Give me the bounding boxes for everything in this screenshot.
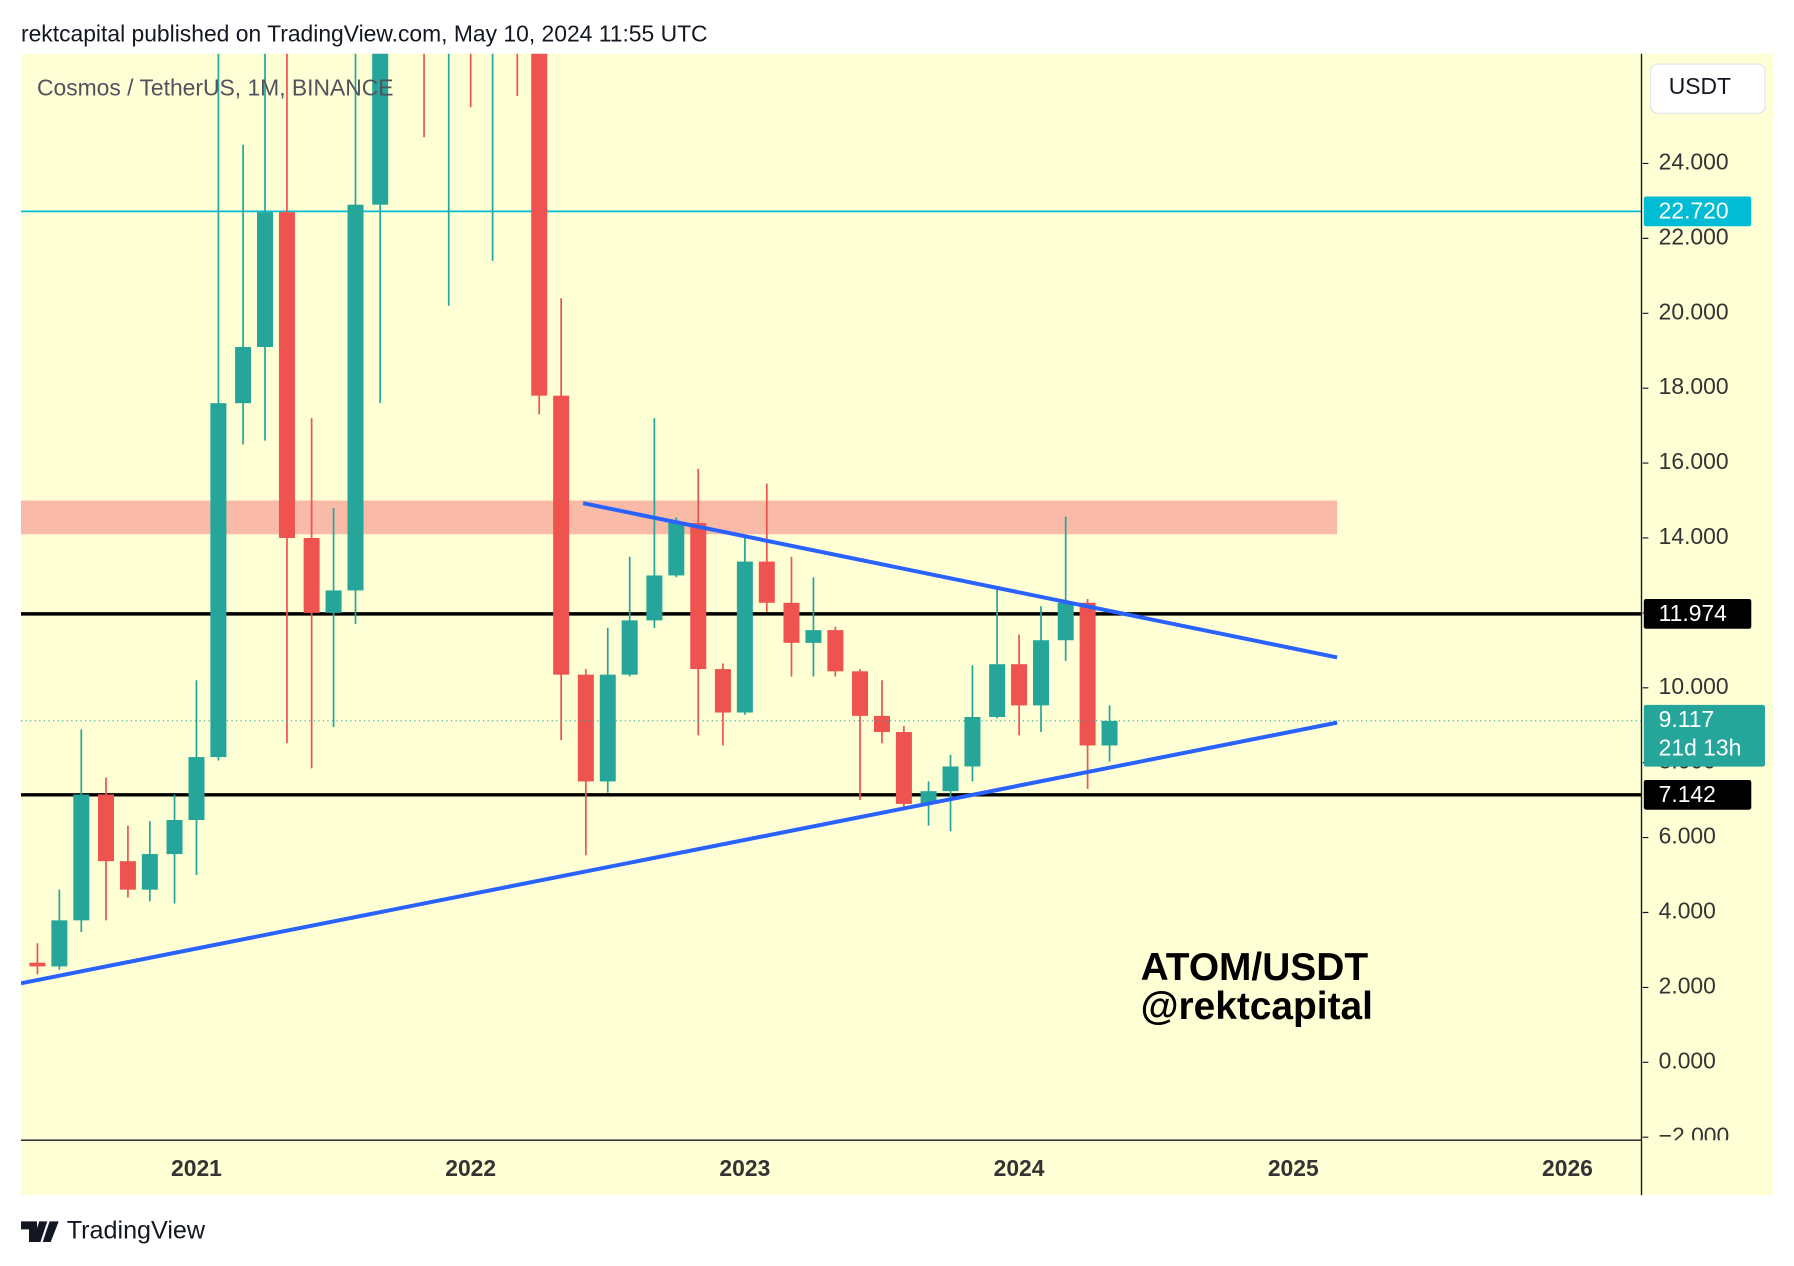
candle-body bbox=[805, 630, 822, 643]
candle-body bbox=[257, 212, 274, 347]
y-tick-label: 2.000 bbox=[1659, 972, 1716, 998]
currency-button[interactable] bbox=[1650, 63, 1766, 114]
trendline bbox=[582, 501, 1338, 660]
candle-body bbox=[235, 346, 252, 404]
candle-body bbox=[942, 766, 959, 792]
x-tick-label: 2026 bbox=[1542, 1155, 1593, 1181]
candle-body bbox=[964, 717, 981, 767]
candle-body bbox=[303, 537, 320, 613]
candle-body bbox=[166, 819, 183, 855]
candle-body bbox=[873, 715, 890, 732]
candle-body bbox=[852, 671, 869, 716]
candle-body bbox=[646, 575, 663, 621]
y-tick-label: 20.000 bbox=[1659, 298, 1729, 324]
candle-body bbox=[827, 630, 844, 672]
y-tick-label: 16.000 bbox=[1659, 448, 1729, 474]
candle-body bbox=[325, 590, 342, 613]
plot-area bbox=[20, 53, 1642, 986]
candle-body bbox=[141, 854, 158, 890]
x-tick-label: 2022 bbox=[445, 1155, 496, 1181]
x-tick-label: 2024 bbox=[994, 1155, 1045, 1181]
tradingview-logo bbox=[20, 1221, 59, 1242]
candle-body bbox=[372, 53, 389, 205]
publisher-line: rektcapital published on TradingView.com… bbox=[21, 20, 708, 46]
x-tick-label: 2025 bbox=[1268, 1155, 1319, 1181]
logo-icon bbox=[20, 1221, 59, 1242]
candle-body bbox=[347, 204, 364, 591]
candle-body bbox=[73, 794, 90, 921]
trendline bbox=[20, 720, 1338, 986]
symbol-info: Cosmos / TetherUS, 1M, BINANCE bbox=[37, 74, 394, 100]
candle-body bbox=[188, 757, 205, 820]
chart-background bbox=[20, 53, 1774, 1196]
candle-body bbox=[1011, 664, 1028, 706]
candle-body bbox=[553, 395, 570, 675]
price-tag bbox=[1643, 598, 1752, 629]
y-tick-label: 10.000 bbox=[1659, 673, 1729, 699]
x-tick-label: 2021 bbox=[171, 1155, 222, 1181]
candle-body bbox=[119, 861, 136, 890]
y-tick-label: 14.000 bbox=[1659, 523, 1729, 549]
candle-body bbox=[668, 523, 685, 576]
y-tick-label: 6.000 bbox=[1659, 823, 1716, 849]
candle-body bbox=[989, 664, 1006, 718]
candle-body bbox=[210, 403, 227, 758]
y-tick-label: 4.000 bbox=[1659, 898, 1716, 924]
candle-body bbox=[714, 669, 731, 713]
candle-body bbox=[736, 561, 753, 713]
candle-body bbox=[783, 602, 800, 643]
y-tick-label: 22.000 bbox=[1659, 223, 1729, 249]
time-axis: 2021 2022 2023 2024 2025 2026 bbox=[171, 1155, 1593, 1181]
y-tick-label: 0.000 bbox=[1659, 1047, 1716, 1073]
x-tick-label: 2023 bbox=[719, 1155, 770, 1181]
candle-body bbox=[577, 674, 594, 782]
candle-body bbox=[1101, 720, 1118, 746]
last-price-label: 9.117 bbox=[1659, 706, 1715, 732]
candle-body bbox=[278, 212, 295, 538]
y-tick-label: 24.000 bbox=[1659, 149, 1729, 175]
candle-body bbox=[758, 561, 775, 603]
candle-body bbox=[29, 962, 46, 967]
candle-countdown: 21d 13h bbox=[1659, 735, 1742, 761]
candle-body bbox=[1032, 640, 1050, 706]
price-tag bbox=[1643, 196, 1752, 227]
candle-body bbox=[621, 620, 638, 675]
candle-body bbox=[531, 53, 548, 396]
price-tag-label: 11.974 bbox=[1659, 600, 1728, 626]
price-tag-label: 22.720 bbox=[1659, 198, 1729, 224]
last-price-tag bbox=[1643, 704, 1766, 767]
footer-brand: TradingView bbox=[67, 1216, 206, 1244]
watermark-handle: @rektcapital bbox=[1141, 985, 1373, 1028]
candle-body bbox=[1057, 602, 1074, 641]
y-tick-label: −2.000 bbox=[1659, 1122, 1730, 1148]
y-tick-label: 18.000 bbox=[1659, 373, 1729, 399]
price-tag-label: 7.142 bbox=[1659, 781, 1716, 807]
candle-body bbox=[895, 731, 912, 804]
candle-body bbox=[690, 523, 707, 670]
candle-body bbox=[599, 674, 616, 782]
candle-body bbox=[97, 794, 114, 862]
price-tag bbox=[1643, 779, 1752, 810]
currency-label[interactable]: USDT bbox=[1669, 73, 1731, 99]
candle-body bbox=[1079, 602, 1096, 746]
candle-body bbox=[51, 920, 68, 967]
watermark-pair: ATOM/USDT bbox=[1141, 946, 1369, 989]
